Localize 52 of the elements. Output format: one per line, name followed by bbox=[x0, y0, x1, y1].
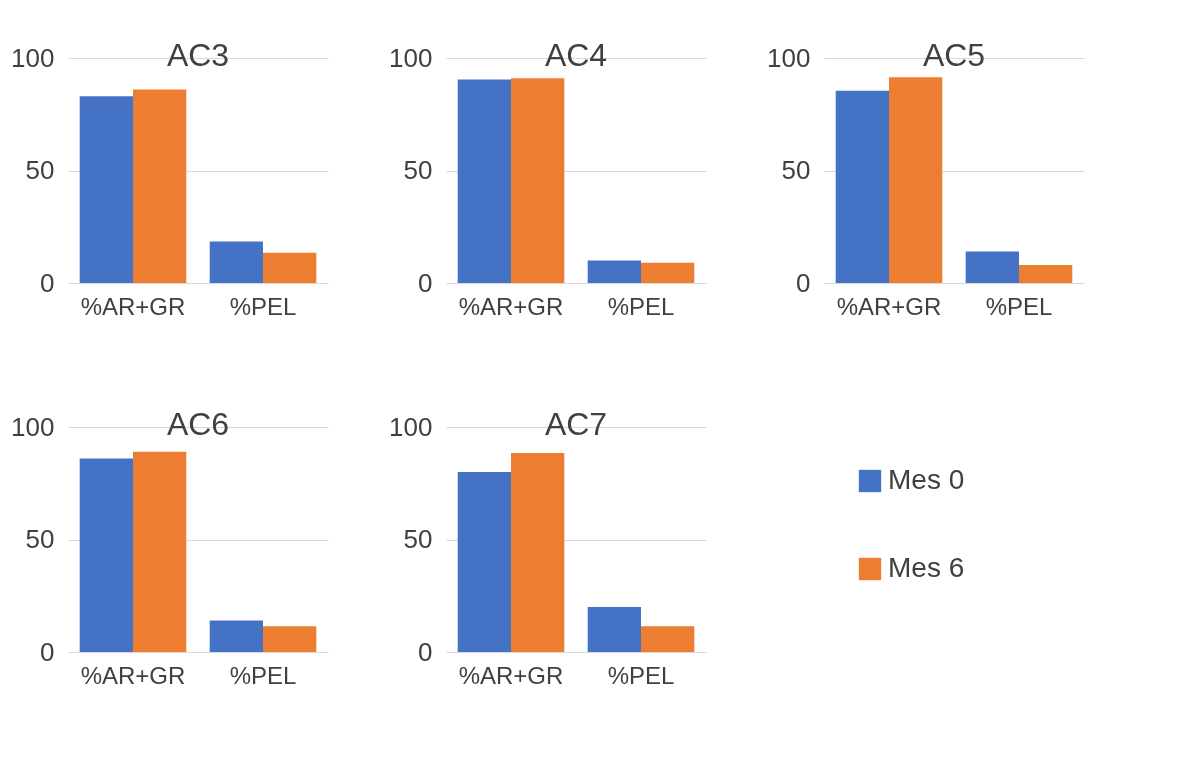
bar bbox=[511, 78, 565, 283]
y-tick-label: 0 bbox=[418, 636, 433, 667]
bar bbox=[641, 626, 695, 652]
bar bbox=[1019, 265, 1073, 283]
chart-title: AC4 bbox=[544, 37, 608, 73]
bar bbox=[457, 79, 511, 283]
bar bbox=[263, 626, 317, 652]
x-tick-label: %AR+GR bbox=[80, 292, 186, 320]
chart-title: AC3 bbox=[166, 37, 230, 73]
x-tick-label: %AR+GR bbox=[458, 292, 564, 320]
bar bbox=[79, 458, 133, 652]
x-tick-label: %AR+GR bbox=[80, 661, 186, 689]
bar bbox=[641, 262, 695, 283]
legend-label: Mes 0 bbox=[888, 464, 965, 495]
legend-label: Mes 6 bbox=[888, 552, 965, 583]
x-tick-label: %AR+GR bbox=[458, 661, 564, 689]
y-tick-label: 100 bbox=[11, 411, 55, 442]
y-tick-label: 0 bbox=[418, 267, 433, 298]
bar bbox=[587, 260, 641, 283]
x-tick-label: %PEL bbox=[229, 292, 297, 320]
y-tick-label: 50 bbox=[403, 524, 433, 554]
bar bbox=[209, 620, 263, 652]
bar bbox=[965, 251, 1019, 283]
bar bbox=[889, 77, 943, 283]
x-tick-label: %PEL bbox=[229, 661, 297, 689]
bar bbox=[79, 96, 133, 283]
x-tick-label: %PEL bbox=[607, 292, 675, 320]
y-tick-label: 50 bbox=[403, 155, 433, 185]
y-tick-label: 50 bbox=[25, 155, 55, 185]
bar bbox=[133, 89, 187, 283]
y-tick-label: 100 bbox=[389, 411, 433, 442]
y-tick-label: 50 bbox=[781, 155, 811, 185]
y-tick-label: 0 bbox=[40, 267, 55, 298]
x-tick-label: %PEL bbox=[607, 661, 675, 689]
bar bbox=[587, 607, 641, 652]
y-tick-label: 100 bbox=[767, 42, 811, 73]
chart-title: AC7 bbox=[544, 406, 608, 442]
bar bbox=[511, 452, 565, 652]
x-tick-label: %AR+GR bbox=[836, 292, 942, 320]
bar bbox=[209, 241, 263, 283]
y-tick-label: 100 bbox=[389, 42, 433, 73]
y-tick-label: 0 bbox=[40, 636, 55, 667]
chart-title: AC5 bbox=[922, 37, 986, 73]
bar bbox=[835, 90, 889, 283]
bar bbox=[457, 472, 511, 652]
y-tick-label: 50 bbox=[25, 524, 55, 554]
bar bbox=[133, 451, 187, 652]
bar bbox=[263, 252, 317, 283]
y-tick-label: 100 bbox=[11, 42, 55, 73]
x-tick-label: %PEL bbox=[985, 292, 1053, 320]
y-tick-label: 0 bbox=[796, 267, 811, 298]
chart-title: AC6 bbox=[166, 406, 230, 442]
